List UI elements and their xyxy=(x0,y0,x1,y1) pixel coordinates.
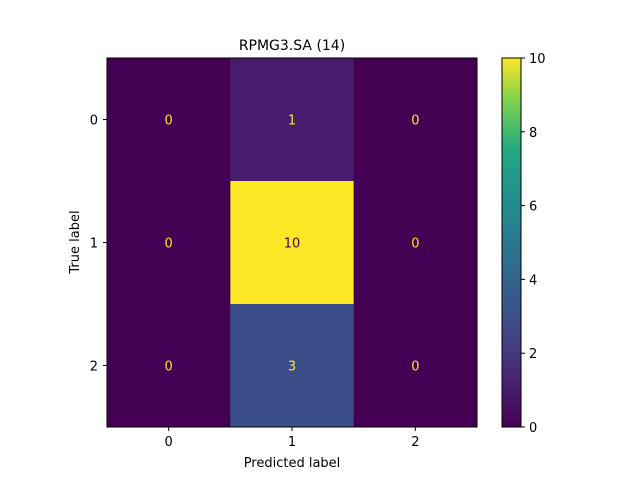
cell-value-label: 0 xyxy=(165,360,173,375)
heatmap-cell xyxy=(230,304,355,428)
heatmap-cell xyxy=(230,58,355,182)
y-tick-label: 2 xyxy=(90,360,98,375)
cell-value-label: 0 xyxy=(165,114,173,129)
colorbar xyxy=(501,57,522,428)
x-tick-label: 0 xyxy=(165,435,173,450)
y-axis-ticks: 0 1 2 xyxy=(90,114,107,375)
cell-value-label: 0 xyxy=(411,114,419,129)
heatmap-cell xyxy=(353,58,478,182)
x-axis-ticks: 0 1 2 xyxy=(165,427,419,450)
colorbar-tick-label: 2 xyxy=(529,347,537,362)
cell-value-label: 1 xyxy=(288,114,296,129)
cell-value-label: 0 xyxy=(411,237,419,252)
colorbar-tick-label: 10 xyxy=(529,52,546,67)
cell-value-label: 0 xyxy=(411,360,419,375)
x-tick-label: 2 xyxy=(411,435,419,450)
cell-value-label: 10 xyxy=(284,237,301,252)
heatmap-cell xyxy=(353,304,478,428)
heatmap-cells xyxy=(107,58,478,428)
colorbar-ticks: 0 2 4 6 8 10 xyxy=(521,52,546,436)
heatmap-cell xyxy=(107,304,231,428)
heatmap-cell xyxy=(230,181,355,305)
heatmap-cell xyxy=(353,181,478,305)
cell-value-label: 0 xyxy=(165,237,173,252)
chart-title: RPMG3.SA (14) xyxy=(239,38,345,54)
heatmap-cell xyxy=(107,181,231,305)
colorbar-tick-label: 6 xyxy=(529,200,537,215)
cell-value-labels: 0 1 00 10 00 3 0 xyxy=(165,114,420,375)
colorbar-tick-label: 0 xyxy=(529,421,537,436)
colorbar-tick-label: 4 xyxy=(529,273,537,288)
heatmap-cell xyxy=(107,58,231,182)
y-tick-label: 0 xyxy=(90,114,98,129)
y-tick-label: 1 xyxy=(90,237,98,252)
x-axis-label: Predicted label xyxy=(244,456,341,471)
x-tick-label: 1 xyxy=(288,435,296,450)
cell-value-label: 3 xyxy=(288,360,296,375)
y-axis-label: True label xyxy=(68,210,83,274)
colorbar-tick-label: 8 xyxy=(529,126,537,141)
